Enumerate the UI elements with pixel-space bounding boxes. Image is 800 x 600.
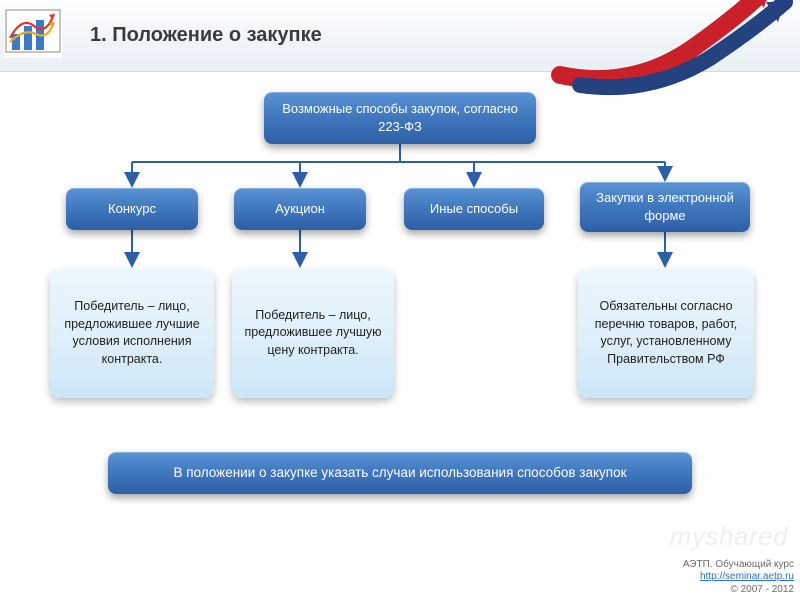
footer-link[interactable]: http://seminar.aetp.ru — [683, 571, 794, 584]
level2-label: Конкурс — [108, 200, 156, 218]
detail-konkurs: Победитель – лицо, предложившее лучшие у… — [50, 268, 214, 398]
footer-line1: АЭТП. Обучающий курс — [683, 559, 794, 572]
page-title: 1. Положение о закупке — [90, 24, 322, 47]
detail-aukcion: Победитель – лицо, предложившее лучшую ц… — [232, 268, 394, 398]
top-box: Возможные способы закупок, согласно 223-… — [264, 92, 536, 144]
watermark-text: myshared — [670, 521, 788, 552]
level2-label: Аукцион — [275, 200, 325, 218]
level2-label: Иные способы — [430, 200, 518, 218]
detail-label: Победитель – лицо, предложившее лучшие у… — [58, 298, 206, 368]
level2-aukcion: Аукцион — [234, 188, 366, 230]
diagram-canvas: Возможные способы закупок, согласно 223-… — [0, 72, 800, 600]
level2-konkurs: Конкурс — [66, 188, 198, 230]
top-box-label: Возможные способы закупок, согласно 223-… — [274, 100, 526, 135]
header-bar: 1. Положение о закупке — [0, 0, 800, 72]
bottom-box-label: В положении о закупке указать случаи исп… — [174, 464, 627, 482]
level2-eform: Закупки в электронной форме — [580, 182, 750, 232]
level2-label: Закупки в электронной форме — [590, 189, 740, 224]
bottom-box: В положении о закупке указать случаи исп… — [108, 452, 692, 494]
detail-eform: Обязательны согласно перечню товаров, ра… — [578, 268, 754, 398]
footer-copyright: © 2007 - 2012 — [683, 584, 794, 597]
footer-block: АЭТП. Обучающий курс http://seminar.aetp… — [683, 559, 794, 597]
detail-label: Победитель – лицо, предложившее лучшую ц… — [240, 307, 386, 360]
chart-logo-icon — [4, 8, 62, 58]
detail-label: Обязательны согласно перечню товаров, ра… — [586, 298, 746, 368]
level2-inye: Иные способы — [404, 188, 544, 230]
